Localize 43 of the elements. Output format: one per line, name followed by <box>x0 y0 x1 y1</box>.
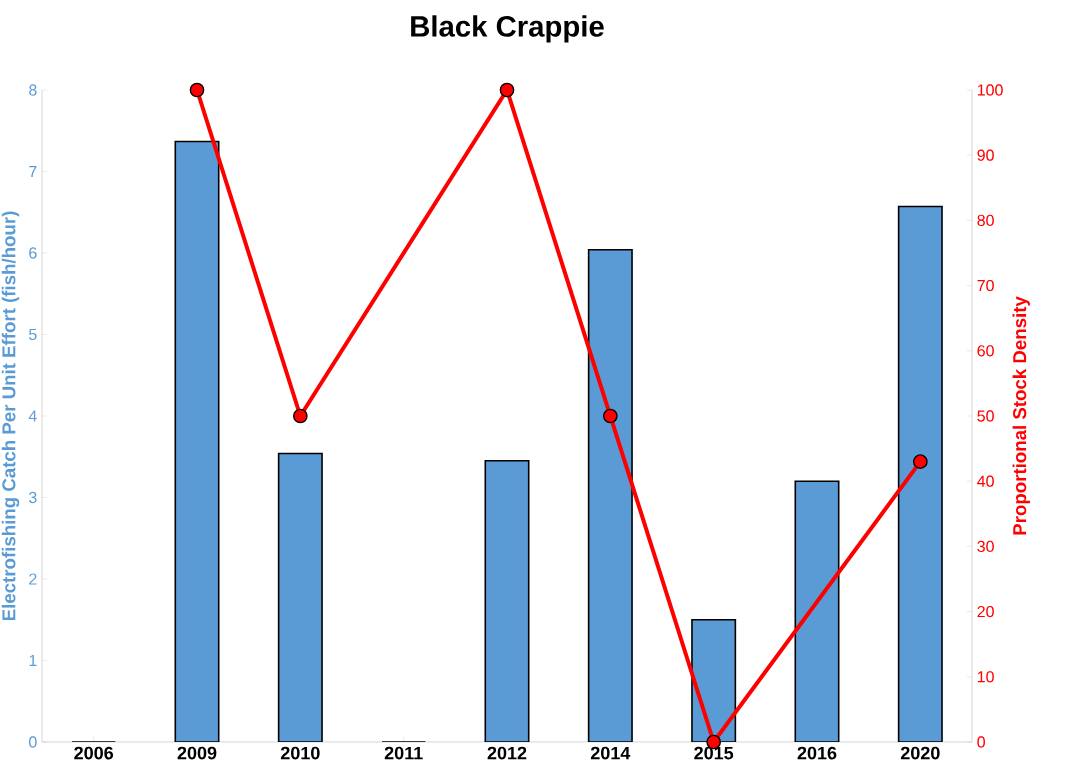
x-tick-label: 2015 <box>694 746 734 760</box>
y2-tick-label: 70 <box>977 279 994 292</box>
bar <box>897 205 943 742</box>
y2-tick-label: 30 <box>977 540 994 553</box>
y2-tick-label: 90 <box>977 149 994 161</box>
y-tick-label: 7 <box>29 166 37 177</box>
y2-tick-label: 40 <box>977 475 994 487</box>
y2-tick-label: 0 <box>977 736 985 748</box>
y2-tick-label: 50 <box>977 410 994 422</box>
x-tick-label: 2014 <box>590 746 631 760</box>
x-tick-label: 2010 <box>280 746 320 760</box>
point <box>603 408 618 424</box>
y-tick-label: 3 <box>29 491 37 504</box>
bar <box>587 248 633 742</box>
x-tick-label: 2011 <box>384 746 423 760</box>
y-axis-title: Electrofishing Catch Per Unit Effort (fish/hour) <box>1 211 20 621</box>
bar <box>277 452 323 742</box>
chart-title: Black Crappie <box>411 15 604 43</box>
y-tick-label: 1 <box>29 654 37 666</box>
y-tick-label: 8 <box>29 84 37 96</box>
y-tick-label: 4 <box>28 410 37 422</box>
x-tick-label: 2012 <box>487 746 527 760</box>
point <box>913 454 928 469</box>
y-tick-label: 6 <box>29 247 37 259</box>
x-tick-label: 2006 <box>74 746 114 760</box>
x-tick-label: 2020 <box>900 746 940 760</box>
point <box>293 408 308 424</box>
y2-tick-label: 100 <box>977 84 1003 96</box>
y-tick-label: 0 <box>29 736 37 748</box>
bar <box>484 460 530 742</box>
y-tick-label: 2 <box>29 573 37 585</box>
x-tick-label: 2016 <box>797 746 837 760</box>
bar <box>794 480 840 742</box>
point <box>189 82 205 98</box>
y2-tick-label: 80 <box>977 214 994 227</box>
y2-tick-label: 60 <box>977 345 994 357</box>
y-tick-label: 5 <box>29 328 37 341</box>
x-tick-label: 2009 <box>177 746 217 760</box>
y2-tick-label: 20 <box>977 605 994 618</box>
point <box>499 82 515 98</box>
y2-tick-label: 10 <box>977 671 994 683</box>
bar <box>174 140 220 742</box>
y2-axis-title: Proportional Stock Density <box>1012 296 1030 535</box>
